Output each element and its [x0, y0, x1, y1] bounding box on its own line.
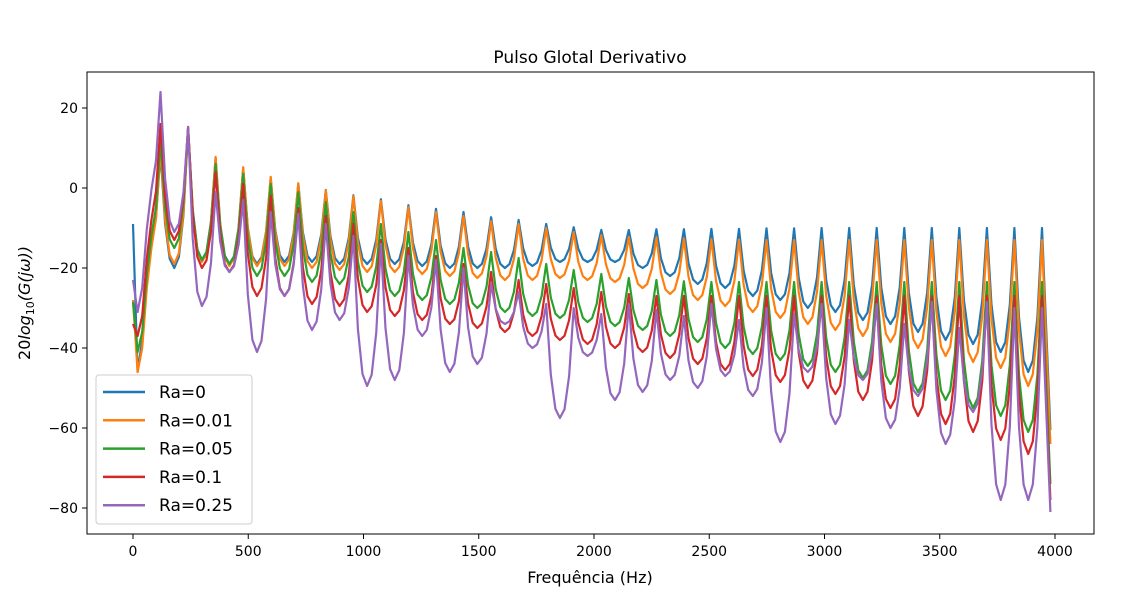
- series-line-ra-0: [131, 126, 1052, 431]
- x-tick-label: 2000: [576, 544, 612, 560]
- x-tick-label: 500: [235, 544, 262, 560]
- legend-box: [95, 374, 253, 525]
- y-axis: 20 0 −20 −40 −60 −80: [48, 101, 87, 517]
- legend: Ra=0 Ra=0.01 Ra=0.05 Ra=0.1 Ra=0.25: [95, 374, 253, 525]
- x-axis-label: Frequência (Hz): [527, 568, 652, 587]
- legend-label: Ra=0.25: [159, 496, 233, 516]
- x-tick-label: 0: [129, 544, 138, 560]
- y-tick-label: 20: [60, 101, 78, 117]
- y-axis-label-prefix: 20: [15, 340, 34, 360]
- y-axis-label-log: log: [15, 315, 34, 339]
- y-tick-label: 0: [69, 181, 78, 197]
- y-tick-label: −20: [48, 261, 78, 277]
- legend-label: Ra=0.01: [159, 411, 233, 431]
- y-tick-label: −80: [48, 501, 78, 517]
- x-tick-label: 1500: [461, 544, 497, 560]
- x-tick-label: 2500: [691, 544, 727, 560]
- y-axis-label: 20log10(G(jω)): [15, 246, 37, 360]
- x-tick-label: 3000: [807, 544, 843, 560]
- y-tick-label: −40: [48, 341, 78, 357]
- y-axis-label-rest: (G(jω)): [15, 246, 34, 301]
- series-line-ra-0-01: [131, 126, 1052, 445]
- plot-frame: [86, 71, 1095, 535]
- series-line-ra-0-25: [131, 90, 1052, 513]
- series-line-ra-0-05: [131, 126, 1052, 485]
- y-axis-label-sub: 10: [24, 301, 37, 315]
- legend-label: Ra=0.05: [159, 440, 233, 460]
- y-tick-label: −60: [48, 421, 78, 437]
- x-axis: 0 500 1000 1500 2000 2500 3000 3500 4000: [129, 534, 1073, 560]
- legend-label: Ra=0: [159, 383, 206, 403]
- legend-label: Ra=0.1: [159, 468, 222, 488]
- series-layer: [131, 90, 1052, 513]
- chart-title: Pulso Glotal Derivativo: [493, 48, 686, 68]
- x-tick-label: 3500: [922, 544, 958, 560]
- x-tick-label: 4000: [1037, 544, 1073, 560]
- x-tick-label: 1000: [346, 544, 382, 560]
